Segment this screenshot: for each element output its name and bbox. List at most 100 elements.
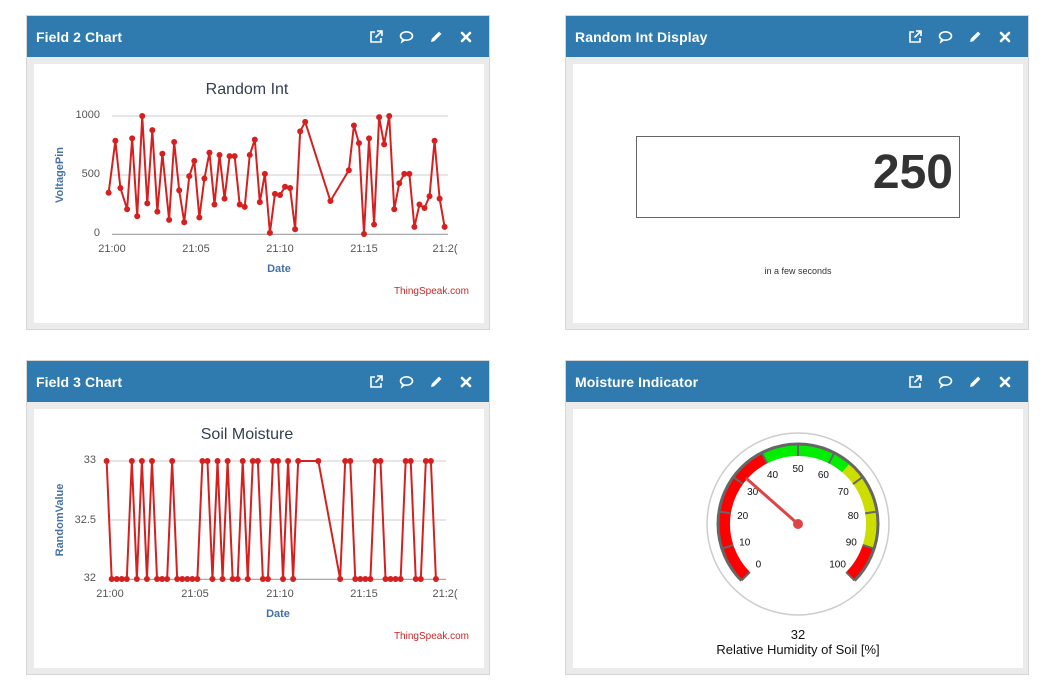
comment-icon[interactable] — [930, 25, 960, 49]
data-point — [133, 576, 140, 582]
data-point — [184, 576, 191, 582]
chart-grid — [112, 115, 448, 235]
data-point — [108, 576, 115, 582]
x-tick-label: 21:2( — [432, 243, 457, 255]
external-link-icon[interactable] — [361, 370, 391, 394]
data-point — [366, 135, 373, 142]
widget-tools — [361, 25, 481, 49]
data-point — [302, 118, 309, 125]
widget-title: Random Int Display — [575, 28, 708, 45]
comment-icon[interactable] — [930, 370, 960, 394]
data-point — [362, 576, 369, 582]
pencil-icon[interactable] — [421, 370, 451, 394]
moisture-indicator-widget: Moisture Indicator 0 10 20 30 40 50 60 70 80 90 10… — [565, 360, 1029, 675]
data-point — [285, 458, 292, 464]
data-point — [386, 113, 393, 119]
data-point — [179, 576, 186, 582]
gauge-tick — [865, 510, 878, 515]
gauge-tick-label: 60 — [818, 470, 830, 481]
comment-icon[interactable] — [391, 25, 421, 49]
pencil-icon[interactable] — [421, 25, 451, 49]
gauge-tick-label: 0 — [756, 560, 762, 571]
data-point — [292, 226, 299, 233]
data-point — [282, 183, 289, 190]
chart-credit-link[interactable]: ThingSpeak.com — [393, 631, 469, 642]
series-line — [107, 115, 446, 235]
data-point — [196, 214, 203, 221]
update-status: in a few seconds — [764, 266, 832, 276]
data-point — [287, 184, 294, 191]
y-axis-title: RandomValue — [54, 484, 66, 557]
data-point — [159, 576, 166, 582]
data-point — [266, 229, 273, 236]
x-axis-title: Date — [266, 608, 290, 620]
y-tick-label: 500 — [82, 168, 100, 180]
x-tick-label: 21:00 — [96, 588, 124, 600]
data-point — [129, 135, 136, 142]
comment-icon[interactable] — [391, 370, 421, 394]
data-point — [261, 170, 268, 177]
widget-header: Field 3 Chart — [27, 361, 489, 402]
data-point — [244, 576, 251, 582]
close-icon[interactable] — [990, 25, 1020, 49]
data-point — [229, 576, 236, 582]
data-point — [112, 137, 119, 144]
data-point — [416, 201, 423, 208]
gauge-tick-label: 100 — [829, 560, 846, 571]
data-point — [149, 127, 156, 134]
data-point — [327, 197, 334, 204]
gauge-tick — [760, 452, 769, 464]
data-point — [376, 114, 383, 121]
x-tick-label: 21:15 — [350, 588, 378, 600]
gauge-tick — [852, 476, 864, 485]
widget-title: Field 2 Chart — [36, 28, 123, 45]
pencil-icon[interactable] — [960, 25, 990, 49]
data-point — [143, 576, 150, 582]
data-point — [441, 223, 448, 230]
data-point — [391, 206, 398, 213]
close-icon[interactable] — [990, 370, 1020, 394]
data-point — [371, 221, 378, 228]
widget-header: Moisture Indicator — [566, 361, 1028, 402]
data-point — [236, 201, 243, 208]
gauge-tick-label: 10 — [739, 537, 751, 548]
data-point — [211, 201, 218, 208]
data-point — [269, 458, 276, 464]
external-link-icon[interactable] — [900, 370, 930, 394]
chart-title: Soil Moisture — [201, 426, 294, 443]
x-tick-label: 21:00 — [98, 243, 126, 255]
data-point — [171, 138, 178, 145]
y-tick-label: 32 — [84, 572, 96, 584]
data-point — [199, 458, 206, 464]
data-point — [337, 576, 344, 582]
data-point — [350, 122, 357, 129]
chart-area: Soil Moisture 33 32.5 32 21:00 21:05 21:… — [34, 409, 484, 668]
data-point — [259, 576, 266, 582]
data-point — [221, 195, 228, 202]
chart-credit-link[interactable]: ThingSpeak.com — [393, 286, 469, 297]
data-point — [191, 157, 198, 164]
x-tick-label: 21:10 — [266, 243, 294, 255]
data-point — [382, 576, 389, 582]
close-icon[interactable] — [451, 25, 481, 49]
data-point — [387, 576, 394, 582]
data-point — [381, 141, 388, 148]
data-point — [421, 205, 428, 212]
data-point — [194, 576, 201, 582]
external-link-icon[interactable] — [361, 25, 391, 49]
external-link-icon[interactable] — [900, 25, 930, 49]
series-group — [103, 458, 439, 582]
close-icon[interactable] — [451, 370, 481, 394]
data-point — [431, 137, 438, 144]
gauge-tick-label: 30 — [747, 487, 759, 498]
data-point — [241, 203, 248, 210]
data-point — [426, 193, 433, 200]
data-point — [239, 458, 246, 464]
widget-header: Random Int Display — [566, 16, 1028, 57]
x-tick-label: 21:10 — [266, 588, 294, 600]
pencil-icon[interactable] — [960, 370, 990, 394]
data-point — [397, 576, 404, 582]
gauge: 0 10 20 30 40 50 60 70 80 90 100 — [706, 432, 890, 616]
data-point — [138, 458, 145, 464]
widget-tools — [900, 25, 1020, 49]
